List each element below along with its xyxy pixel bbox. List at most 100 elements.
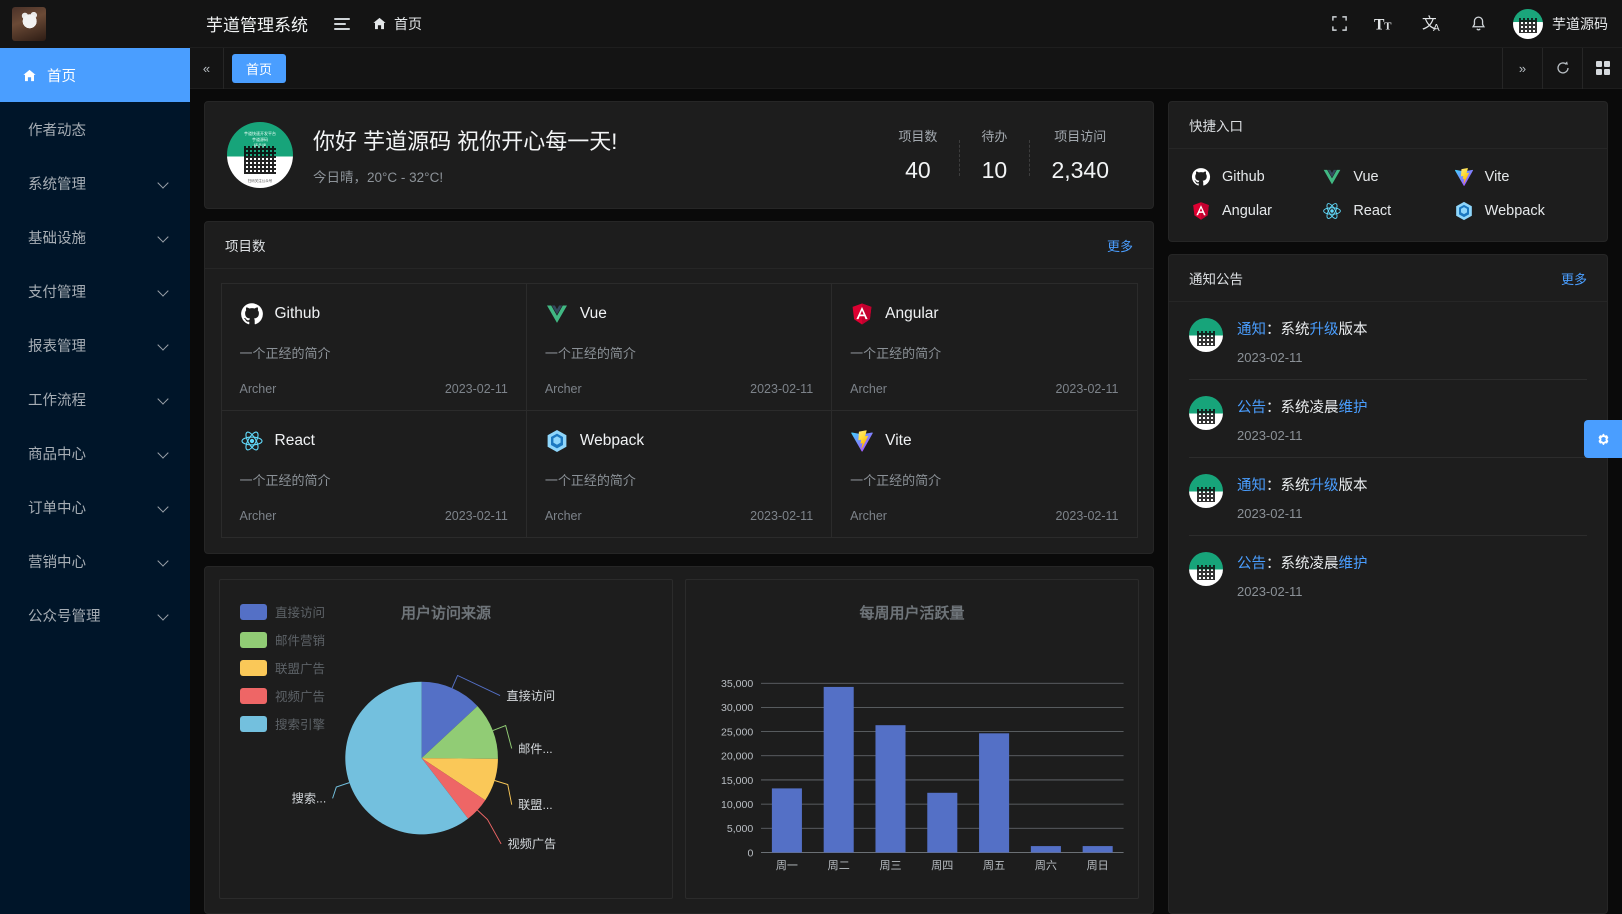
avatar [1513,8,1543,39]
pie-slice[interactable] [421,681,478,759]
fullscreen-icon[interactable] [1331,15,1348,32]
notice-date: 2023-02-11 [1237,506,1303,521]
notice-title: 通知：系统升级版本 [1237,322,1368,338]
quick-entry-item[interactable]: Webpack [1454,201,1585,221]
pie-legend-item[interactable]: 视频广告 [240,686,325,705]
pie-legend-item[interactable]: 邮件营销 [240,630,325,649]
pie-slice[interactable] [345,681,469,835]
sidebar-item-4[interactable]: 支付管理 [0,264,190,318]
sidebar-item-9[interactable]: 营销中心 [0,534,190,588]
sidebar-item-7[interactable]: 商品中心 [0,426,190,480]
welcome-stats: 项目数 40 待办 10 项目访问 2,340 [876,126,1131,184]
bar-rect[interactable] [875,725,906,853]
pie-slice[interactable] [421,758,486,819]
project-card[interactable]: Vue 一个正经的简介 Archer 2023-02-11 [525,282,833,411]
grid-icon[interactable] [1582,47,1622,89]
bar-rect[interactable] [979,733,1010,853]
notice-item[interactable]: 通知：系统升级版本 2023-02-11 [1189,302,1587,380]
quick-entry-label: Github [1222,169,1265,185]
projects-more-link[interactable]: 更多 [1106,238,1133,254]
project-card[interactable]: Github 一个正经的简介 Archer 2023-02-11 [220,282,527,411]
quick-entry-header: 快捷入口 [1169,102,1607,149]
bar-rect[interactable] [1082,846,1113,853]
tabs-scroll-right-icon[interactable]: » [1502,47,1542,89]
welcome-stat-2: 项目访问 2,340 [1029,126,1131,184]
sidebar-item-label: 公众号管理 [28,608,101,625]
sidebar-logo[interactable] [0,0,190,48]
sidebar-item-10[interactable]: 公众号管理 [0,588,190,642]
quick-entry-item[interactable]: Vue [1322,167,1453,187]
quick-entry-item[interactable]: Github [1191,167,1322,187]
sidebar-item-8[interactable]: 订单中心 [0,480,190,534]
sidebar-item-3[interactable]: 基础设施 [0,210,190,264]
bar-xtick-label: 周一 [776,859,798,872]
bar-rect[interactable] [823,686,854,853]
project-name: React [274,431,316,449]
notice-avatar [1189,552,1223,586]
bar-chart: 每周用户活跃量 0 5,000 10,000 15,000 20,000 25,000 30… [685,579,1139,899]
sidebar: 首页 作者动态系统管理基础设施 支付管理 报表管理工作流程商品中心 订单中心 营销中心公众… [0,0,190,914]
sidebar-item-5[interactable]: 报表管理 [0,318,190,372]
bell-icon[interactable] [1470,15,1487,33]
notice-item[interactable]: 公告：系统凌晨维护 2023-02-11 [1189,536,1587,613]
sidebar-item-home[interactable]: 首页 [0,48,190,102]
bar-rect[interactable] [927,792,958,853]
project-card[interactable]: Vite 一个正经的简介 Archer 2023-02-11 [831,409,1138,538]
project-card-head: Vue [545,302,813,326]
project-card[interactable]: Webpack 一个正经的简介 Archer 2023-02-11 [525,409,833,538]
bar-rect[interactable] [1030,846,1061,853]
quick-entry-item[interactable]: Vite [1454,167,1585,187]
app-title: 芋道管理系统 [206,16,308,35]
quick-entry-label: Vue [1353,169,1379,185]
pie-callout-label: 视频广告 [507,836,556,851]
sidebar-item-label: 系统管理 [28,176,86,193]
user-menu[interactable]: 芋道源码 [1513,8,1608,39]
legend-swatch [240,603,267,620]
project-meta: Archer 2023-02-11 [545,382,813,396]
refresh-icon[interactable] [1542,47,1582,89]
project-meta: Archer 2023-02-11 [850,509,1118,523]
breadcrumb-home-label[interactable]: 首页 [394,15,422,32]
tab-0[interactable]: 首页 [232,53,287,83]
svg-text:T: T [1374,16,1385,33]
notice-item[interactable]: 公告：系统凌晨维护 2023-02-11 [1189,380,1587,458]
sidebar-item-2[interactable]: 系统管理 [0,156,190,210]
project-name: Vue [579,304,607,322]
project-card[interactable]: React 一个正经的简介 Archer 2023-02-11 [220,409,527,538]
quick-entry-item[interactable]: Angular [1191,201,1322,221]
project-date: 2023-02-11 [750,381,814,396]
notice-item[interactable]: 通知：系统升级版本 2023-02-11 [1189,458,1587,536]
project-name: Webpack [579,431,645,449]
pie-legend-item[interactable]: 搜索引擎 [240,714,325,733]
bar-ytick-label: 30,000 [721,702,753,714]
bar-ytick-label: 10,000 [721,799,753,811]
pie-legend-item[interactable]: 直接访问 [240,602,325,621]
sidebar-item-6[interactable]: 工作流程 [0,372,190,426]
settings-fab-button[interactable] [1584,420,1622,458]
pie-slice[interactable] [421,758,498,801]
angular-icon [850,302,874,326]
gear-icon [1594,430,1613,449]
bar-rect[interactable] [771,788,802,853]
menu-collapse-icon[interactable] [334,17,350,30]
pie-callout-line [492,724,513,749]
quick-entry-item[interactable]: React [1322,201,1453,221]
bar-xtick-label: 周五 [983,859,1005,872]
project-card-head: Webpack [545,429,813,453]
tabs-scroll-left-icon[interactable]: « [190,47,224,89]
sidebar-item-label: 工作流程 [28,392,86,409]
welcome-stat-1: 待办 10 [959,126,1029,184]
angular-icon [1191,201,1211,221]
pie-slice[interactable] [421,706,498,759]
project-card[interactable]: Angular 一个正经的简介 Archer 2023-02-11 [831,282,1138,411]
notice-date: 2023-02-11 [1237,350,1303,365]
welcome-qr-avatar: 芋道快速开发平台芋道源码精品课 扫码关注公众号 [227,122,293,188]
notices-more-link[interactable]: 更多 [1560,271,1587,287]
bar-xtick-label: 周三 [879,859,901,872]
pie-legend-item[interactable]: 联盟广告 [240,658,325,677]
sidebar-item-1[interactable]: 作者动态 [0,102,190,156]
